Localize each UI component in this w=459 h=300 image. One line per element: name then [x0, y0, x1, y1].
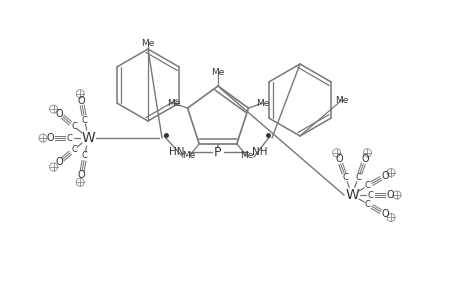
Text: Me: Me [255, 99, 269, 108]
Text: C: C [366, 190, 372, 200]
Text: Me: Me [335, 95, 348, 104]
Text: O: O [360, 154, 368, 164]
Text: C: C [71, 122, 77, 131]
Text: Me: Me [182, 152, 196, 160]
Text: O: O [46, 133, 54, 143]
Text: C: C [342, 173, 348, 182]
Text: C: C [364, 200, 370, 208]
Text: W: W [344, 188, 358, 202]
Text: C: C [71, 145, 77, 154]
Text: C: C [364, 182, 370, 190]
Text: O: O [335, 154, 342, 164]
Text: Me: Me [167, 99, 180, 108]
Text: O: O [386, 190, 393, 200]
Text: C: C [82, 152, 88, 160]
Text: C: C [82, 116, 88, 124]
Text: Me: Me [240, 152, 253, 160]
Text: O: O [380, 209, 388, 219]
Text: HN: HN [169, 147, 185, 157]
Text: O: O [380, 171, 388, 181]
Text: O: O [55, 158, 62, 167]
Text: O: O [78, 170, 85, 180]
Text: P: P [214, 146, 221, 158]
Text: W: W [81, 131, 95, 145]
Text: Me: Me [211, 68, 224, 76]
Text: Me: Me [141, 38, 154, 47]
Text: C: C [67, 134, 73, 142]
Text: C: C [354, 173, 360, 182]
Text: O: O [78, 96, 85, 106]
Text: O: O [55, 109, 62, 118]
Text: NH: NH [252, 147, 267, 157]
